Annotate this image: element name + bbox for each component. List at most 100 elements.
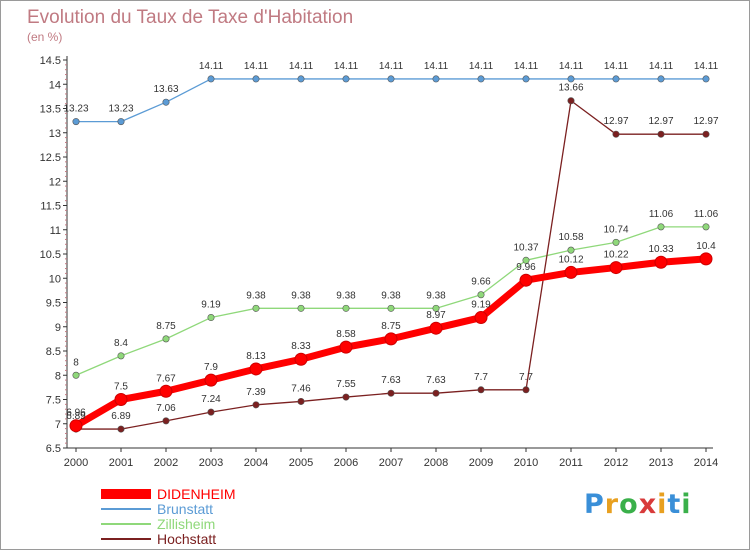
data-label: 7.24: [201, 394, 221, 405]
data-point: [159, 384, 173, 398]
x-tick-label: 2012: [604, 457, 628, 469]
y-tick-label: 8.5: [46, 346, 61, 358]
data-label: 10.58: [558, 232, 583, 243]
legend-swatch-zillisheim: [101, 523, 151, 525]
data-label: 8.97: [426, 310, 446, 321]
data-label: 10.12: [558, 254, 583, 265]
data-label: 9.38: [246, 290, 266, 301]
data-point: [657, 223, 665, 231]
data-label: 7.06: [156, 403, 176, 414]
data-label: 9.38: [381, 290, 401, 301]
data-point: [477, 386, 485, 394]
legend-label-hochstatt: Hochstatt: [157, 531, 216, 547]
legend-label-didenheim: DIDENHEIM: [157, 486, 236, 502]
x-tick-label: 2005: [289, 457, 313, 469]
data-point: [657, 75, 665, 83]
y-tick-label: 13: [49, 128, 61, 140]
x-tick-label: 2003: [199, 457, 223, 469]
data-label: 7.5: [114, 382, 128, 393]
data-label: 7.9: [204, 362, 218, 373]
x-tick-label: 2011: [559, 457, 583, 469]
data-label: 11.06: [694, 209, 719, 220]
data-label: 14.11: [604, 61, 629, 72]
data-label: 9.38: [426, 290, 446, 301]
data-point: [207, 75, 215, 83]
data-point: [522, 386, 530, 394]
y-tick-label: 11: [50, 225, 61, 237]
data-label: 14.11: [379, 61, 404, 72]
data-point: [432, 304, 440, 312]
data-point: [294, 352, 308, 366]
x-tick-label: 2001: [109, 457, 133, 469]
data-label: 13.23: [108, 104, 133, 115]
data-label: 10.37: [513, 242, 538, 253]
data-label: 9.38: [336, 290, 356, 301]
data-label: 12.97: [603, 116, 628, 127]
chart-title: Evolution du Taux de Taxe d'Habitation: [27, 7, 354, 28]
legend-swatch-brunstatt: [101, 508, 151, 510]
data-label: 7.67: [156, 373, 176, 384]
data-point: [252, 401, 260, 409]
data-point: [207, 408, 215, 416]
data-label: 14.11: [244, 61, 269, 72]
data-point: [477, 291, 485, 299]
data-point: [567, 75, 575, 83]
data-label: 12.97: [693, 116, 718, 127]
x-tick-label: 2013: [649, 457, 673, 469]
legend-swatch-hochstatt: [101, 538, 151, 540]
data-point: [252, 304, 260, 312]
data-point: [432, 75, 440, 83]
y-tick-label: 13.5: [40, 104, 61, 116]
data-label: 11.06: [649, 209, 674, 220]
data-label: 7.46: [291, 383, 311, 394]
data-point: [117, 352, 125, 360]
data-point: [477, 75, 485, 83]
x-tick-label: 2006: [334, 457, 358, 469]
data-point: [474, 311, 488, 325]
y-tick-label: 9.5: [46, 298, 61, 310]
data-point: [384, 332, 398, 346]
data-point: [249, 362, 263, 376]
y-tick-label: 14: [49, 79, 61, 91]
data-point: [162, 335, 170, 343]
data-label: 10.74: [603, 224, 628, 235]
data-label: 10.22: [603, 250, 628, 261]
x-tick-label: 2007: [379, 457, 403, 469]
data-label: 8.75: [156, 321, 176, 332]
x-tick-label: 2004: [244, 457, 268, 469]
data-label: 13.63: [153, 84, 178, 95]
data-label: 6.89: [66, 411, 86, 422]
data-point: [612, 130, 620, 138]
x-tick-label: 2009: [469, 457, 493, 469]
x-tick-label: 2014: [694, 457, 718, 469]
x-tick-label: 2010: [514, 457, 538, 469]
y-tick-label: 12: [49, 176, 61, 188]
x-tick-label: 2002: [154, 457, 178, 469]
data-point: [162, 98, 170, 106]
data-point: [609, 261, 623, 275]
data-point: [297, 75, 305, 83]
data-label: 14.11: [514, 61, 539, 72]
data-point: [702, 130, 710, 138]
data-point: [567, 246, 575, 254]
data-label: 14.11: [694, 61, 719, 72]
data-point: [522, 256, 530, 264]
data-point: [564, 265, 578, 279]
data-point: [387, 389, 395, 397]
y-tick-label: 9: [55, 322, 61, 334]
data-label: 8: [73, 357, 79, 368]
y-tick-label: 12.5: [40, 152, 61, 164]
y-tick-label: 10: [49, 273, 61, 285]
data-label: 7.63: [381, 375, 401, 386]
data-point: [297, 304, 305, 312]
y-tick-label: 11.5: [40, 201, 61, 213]
data-point: [114, 393, 128, 406]
data-label: 8.33: [291, 341, 311, 352]
y-tick-label: 8: [55, 370, 61, 382]
data-label: 14.11: [424, 61, 449, 72]
data-point: [429, 321, 443, 335]
data-point: [162, 417, 170, 425]
proxiti-logo: Proxiti: [584, 489, 692, 520]
data-label: 14.11: [289, 61, 314, 72]
data-label: 8.58: [336, 329, 356, 340]
